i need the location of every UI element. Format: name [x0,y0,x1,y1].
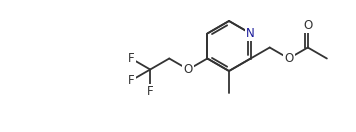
Text: O: O [303,19,313,32]
Text: O: O [284,52,293,65]
Text: N: N [246,27,255,40]
Text: F: F [128,74,135,87]
Text: F: F [147,85,153,98]
Text: F: F [128,52,135,65]
Text: O: O [184,63,193,76]
